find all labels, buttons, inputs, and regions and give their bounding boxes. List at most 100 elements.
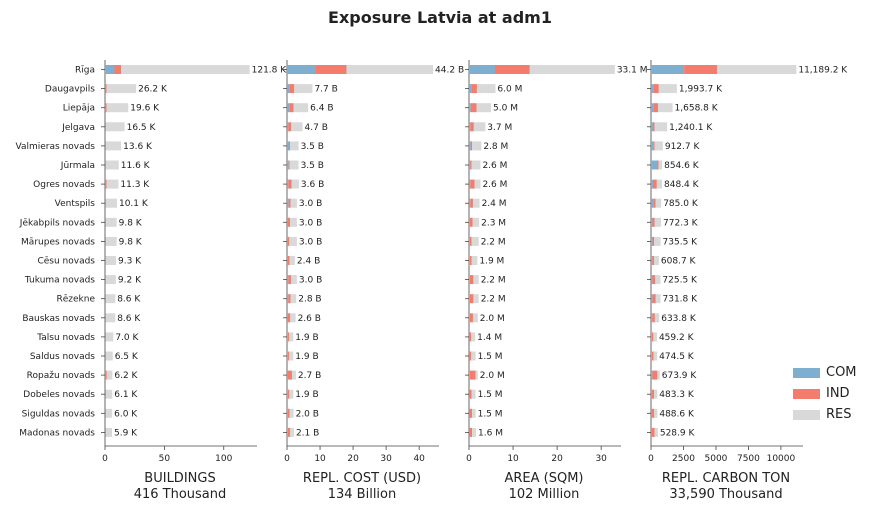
bar-area-sqm-ind-saldus-novads — [469, 351, 472, 361]
bar-repl-carbon-ton-ind-c-su-novads — [652, 256, 654, 265]
bar-area-sqm-com-j-kabpils-novads — [469, 217, 470, 227]
bar-repl-cost-usd-com-r-zekne — [287, 294, 289, 304]
bar-area-sqm-com-r-zekne — [469, 294, 470, 304]
bar-buildings-res-siguldas-novads — [105, 408, 113, 418]
bar-buildings-ind-madonas-novads — [105, 427, 106, 437]
bar-area-sqm-ind-liep-ja — [470, 103, 477, 113]
bar-buildings-ind-r-zekne — [105, 294, 106, 304]
bar-repl-cost-usd-res-daugavpils — [294, 84, 313, 94]
data-label-area-sqm: 5.0 M — [493, 104, 518, 114]
panel-total-buildings: 416 Thousand — [134, 487, 227, 502]
category-label-m-rupes-novads: Mārupes novads — [21, 237, 95, 247]
bar-buildings-ind-valmieras-novads — [105, 141, 106, 151]
data-label-area-sqm: 2.4 M — [482, 199, 507, 209]
bar-area-sqm-com-ogres-novads — [469, 179, 471, 189]
bar-buildings-res-valmieras-novads — [105, 141, 122, 151]
data-label-area-sqm: 1.9 M — [479, 257, 504, 267]
data-label-buildings: 9.8 K — [119, 218, 143, 228]
data-label-repl-cost-usd: 2.0 B — [296, 409, 319, 419]
data-label-repl-cost-usd: 3.0 B — [299, 237, 322, 247]
x-tick-label-buildings: 100 — [215, 454, 232, 464]
x-tick-label-area-sqm: 10 — [507, 454, 519, 464]
bar-buildings-ind-dobeles-novads — [105, 389, 106, 399]
bar-repl-carbon-ton-ind-j-kabpils-novads — [652, 217, 655, 227]
bar-repl-carbon-ton-ind-saldus-novads — [651, 351, 654, 361]
bar-repl-cost-usd-com-daugavpils — [287, 84, 290, 94]
bar-area-sqm-com-ventspils — [469, 198, 471, 208]
data-label-buildings: 6.1 K — [114, 390, 138, 400]
bar-repl-carbon-ton-res-ventspils — [655, 198, 662, 208]
data-label-buildings: 26.2 K — [138, 85, 168, 95]
bar-repl-carbon-ton-com-ogres-novads — [651, 179, 653, 189]
bar-repl-carbon-ton-res-saldus-novads — [653, 351, 658, 361]
data-label-buildings: 121.8 K — [252, 66, 288, 76]
bar-repl-carbon-ton-com-j-kabpils-novads — [651, 217, 653, 227]
bar-buildings-res-daugavpils — [106, 84, 137, 94]
data-label-repl-carbon-ton: 11,189.2 K — [798, 66, 848, 76]
data-label-repl-cost-usd: 6.4 B — [310, 104, 333, 114]
bar-repl-carbon-ton-com-c-su-novads — [651, 256, 653, 265]
bar-repl-cost-usd-com-saldus-novads — [287, 351, 288, 361]
bar-repl-cost-usd-com-talsu-novads — [287, 332, 288, 342]
bar-area-sqm-res-m-rupes-novads — [471, 236, 479, 246]
data-label-repl-carbon-ton: 1,658.8 K — [675, 104, 719, 114]
bar-repl-carbon-ton-ind-liep-ja — [653, 103, 659, 113]
data-label-area-sqm: 6.0 M — [497, 85, 522, 95]
bar-repl-carbon-ton-ind-ventspils — [653, 198, 656, 208]
bar-repl-carbon-ton-ind-talsu-novads — [651, 332, 654, 342]
bar-repl-cost-usd-res-ventspils — [290, 198, 297, 208]
bar-area-sqm-res-madonas-novads — [472, 427, 477, 437]
bar-repl-carbon-ton-com-bauskas-novads — [651, 313, 653, 323]
data-label-buildings: 6.5 K — [115, 352, 139, 362]
bar-area-sqm-res-c-su-novads — [471, 256, 478, 265]
data-label-area-sqm: 2.2 M — [481, 295, 506, 305]
bar-repl-cost-usd-ind-ogres-novads — [288, 179, 292, 189]
bar-buildings-res-r-zekne — [105, 294, 116, 304]
bar-repl-carbon-ton-com-r-zekne — [651, 294, 653, 304]
data-label-repl-cost-usd: 3.5 B — [301, 142, 324, 152]
data-label-buildings: 6.0 K — [114, 409, 138, 419]
bar-repl-cost-usd-res-madonas-novads — [289, 427, 294, 437]
data-label-area-sqm: 2.0 M — [480, 314, 505, 324]
bar-repl-carbon-ton-ind-r-zekne — [652, 294, 656, 304]
bar-repl-cost-usd-ind-ropa-u-novads — [287, 370, 292, 380]
data-label-area-sqm: 2.8 M — [483, 142, 508, 152]
bar-repl-cost-usd-res-j-rmala — [289, 160, 299, 170]
bar-buildings-ind-r-ga — [114, 65, 122, 74]
bar-repl-cost-usd-ind-ventspils — [288, 198, 291, 208]
category-label-j-kabpils-novads: Jēkabpils novads — [19, 218, 96, 228]
bar-repl-carbon-ton-res-r-zekne — [655, 294, 661, 304]
data-label-area-sqm: 33.1 M — [617, 66, 648, 76]
bar-repl-cost-usd-ind-bauskas-novads — [287, 313, 291, 323]
bar-buildings-ind-j-kabpils-novads — [105, 217, 106, 227]
bar-area-sqm-ind-bauskas-novads — [469, 313, 473, 323]
data-label-area-sqm: 2.6 M — [482, 180, 507, 190]
x-tick-label-buildings: 50 — [159, 454, 171, 464]
x-tick-label-repl-cost-usd: 0 — [284, 454, 290, 464]
bar-area-sqm-res-valmieras-novads — [472, 141, 482, 151]
data-label-repl-cost-usd: 3.5 B — [301, 161, 324, 171]
bar-area-sqm-ind-ropa-u-novads — [469, 370, 476, 380]
category-label-madonas-novads: Madonas novads — [19, 428, 95, 438]
bar-repl-cost-usd-res-bauskas-novads — [290, 313, 296, 323]
data-label-repl-cost-usd: 2.6 B — [298, 314, 321, 324]
bar-repl-cost-usd-ind-daugavpils — [289, 84, 295, 94]
bar-buildings-ind-daugavpils — [105, 84, 107, 94]
bar-repl-carbon-ton-com-ventspils — [651, 198, 654, 208]
bar-repl-carbon-ton-ind-tukuma-novads — [652, 275, 656, 285]
data-label-repl-carbon-ton: 483.3 K — [659, 390, 695, 400]
bar-buildings-res-j-kabpils-novads — [105, 217, 117, 227]
bar-buildings-ind-c-su-novads — [105, 256, 106, 265]
category-label-ogres-novads: Ogres novads — [33, 180, 95, 190]
bar-repl-cost-usd-res-saldus-novads — [288, 351, 294, 361]
bar-repl-cost-usd-ind-c-su-novads — [287, 256, 290, 265]
panel-total-repl-carbon-ton: 33,590 Thousand — [669, 487, 782, 502]
bar-repl-carbon-ton-com-tukuma-novads — [651, 275, 653, 285]
x-tick-label-area-sqm: 30 — [595, 454, 607, 464]
category-label-ventspils: Ventspils — [55, 199, 96, 209]
bar-buildings-res-ropa-u-novads — [106, 370, 113, 380]
bar-repl-cost-usd-res-talsu-novads — [288, 332, 294, 342]
x-axis-label-buildings: BUILDINGS — [144, 471, 215, 486]
bar-buildings-ind-saldus-novads — [105, 351, 106, 361]
chart-title: Exposure Latvia at adm1 — [328, 8, 552, 27]
